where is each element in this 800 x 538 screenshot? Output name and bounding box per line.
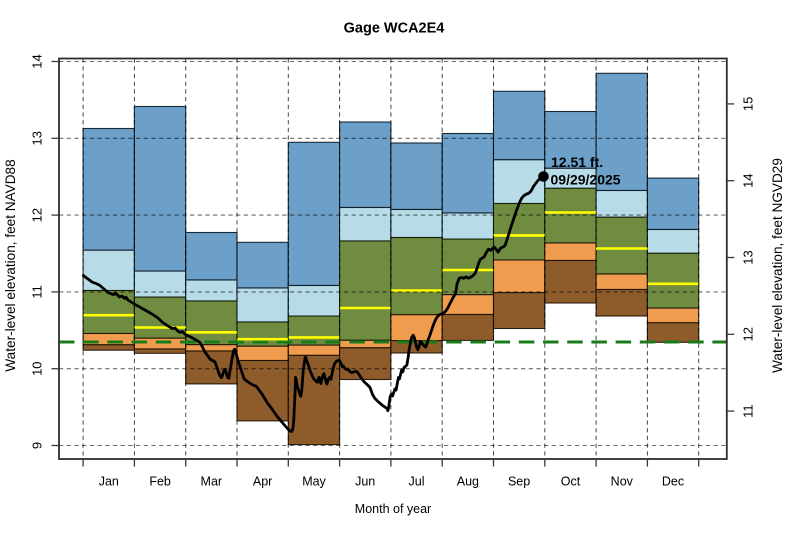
svg-text:13: 13 [30, 131, 45, 145]
svg-text:11: 11 [30, 285, 45, 299]
svg-text:Dec: Dec [662, 475, 684, 489]
svg-text:Mar: Mar [201, 475, 223, 489]
svg-text:Oct: Oct [561, 475, 581, 489]
svg-text:Month of year: Month of year [355, 502, 431, 516]
svg-text:Jun: Jun [355, 475, 375, 489]
svg-text:Aug: Aug [457, 475, 479, 489]
svg-text:12.51 ft.: 12.51 ft. [551, 154, 603, 170]
svg-text:14: 14 [741, 173, 756, 187]
svg-text:Apr: Apr [253, 475, 272, 489]
svg-text:14: 14 [30, 54, 45, 68]
svg-text:12: 12 [741, 327, 756, 341]
svg-text:10: 10 [30, 361, 45, 375]
svg-text:09/29/2025: 09/29/2025 [551, 172, 621, 188]
svg-text:Nov: Nov [611, 475, 634, 489]
svg-text:9: 9 [30, 442, 45, 449]
svg-text:Jan: Jan [99, 475, 119, 489]
svg-text:Water-level elevation, feet NG: Water-level elevation, feet NGVD29 [770, 158, 785, 373]
svg-text:15: 15 [741, 97, 756, 111]
svg-text:Sep: Sep [508, 475, 530, 489]
svg-text:Feb: Feb [149, 475, 171, 489]
svg-text:Jul: Jul [409, 475, 425, 489]
svg-text:Gage WCA2E4: Gage WCA2E4 [344, 21, 445, 37]
svg-text:May: May [302, 475, 326, 489]
svg-text:12: 12 [30, 208, 45, 222]
svg-text:Water-level elevation, feet NA: Water-level elevation, feet NAVD88 [3, 159, 18, 371]
svg-text:13: 13 [741, 250, 756, 264]
svg-text:11: 11 [741, 404, 756, 418]
